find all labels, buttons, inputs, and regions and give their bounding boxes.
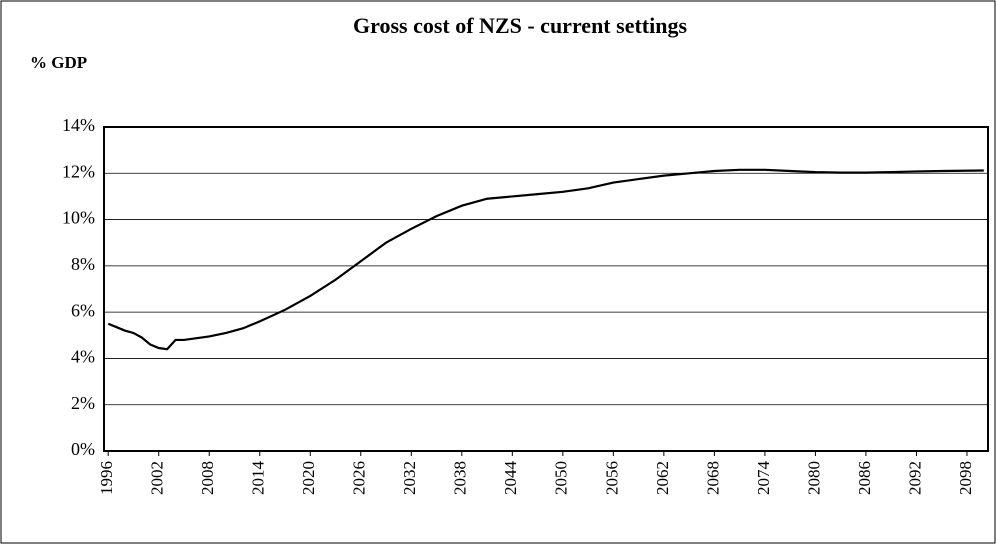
x-tick-label: 2038: [451, 461, 470, 495]
y-axis-label: % GDP: [30, 53, 87, 72]
x-tick-label: 2074: [754, 461, 773, 496]
x-tick-label: 2050: [552, 461, 571, 495]
x-tick-label: 2068: [703, 461, 722, 495]
x-tick-label: 2026: [350, 461, 369, 495]
x-tick-label: 2002: [148, 461, 167, 495]
x-tick-label: 2044: [501, 461, 520, 496]
y-tick-label: 8%: [71, 254, 95, 274]
data-line: [107, 168, 984, 351]
x-tick-label: 2086: [855, 461, 874, 495]
y-tick-label: 12%: [62, 161, 95, 181]
x-tick-label: 2020: [299, 461, 318, 495]
x-tick-label: 2056: [602, 461, 621, 495]
x-tick-label: 1996: [97, 461, 116, 495]
y-tick-label: 6%: [71, 300, 95, 320]
x-tick-label: 2080: [804, 461, 823, 495]
chart-title: Gross cost of NZS - current settings: [353, 13, 687, 38]
x-tick-label: 2014: [249, 461, 268, 496]
x-tick-label: 2032: [400, 461, 419, 495]
y-tick-label: 4%: [71, 347, 95, 367]
y-tick-label: 0%: [71, 439, 95, 459]
plot-area: [103, 126, 989, 452]
y-tick-label: 10%: [62, 208, 95, 228]
y-tick-label: 14%: [62, 115, 95, 135]
x-tick-label: 2008: [198, 461, 217, 495]
y-tick-label: 2%: [71, 393, 95, 413]
x-tick-label: 2098: [956, 461, 975, 495]
x-tick-label: 2062: [653, 461, 672, 495]
x-tick-label: 2092: [905, 461, 924, 495]
